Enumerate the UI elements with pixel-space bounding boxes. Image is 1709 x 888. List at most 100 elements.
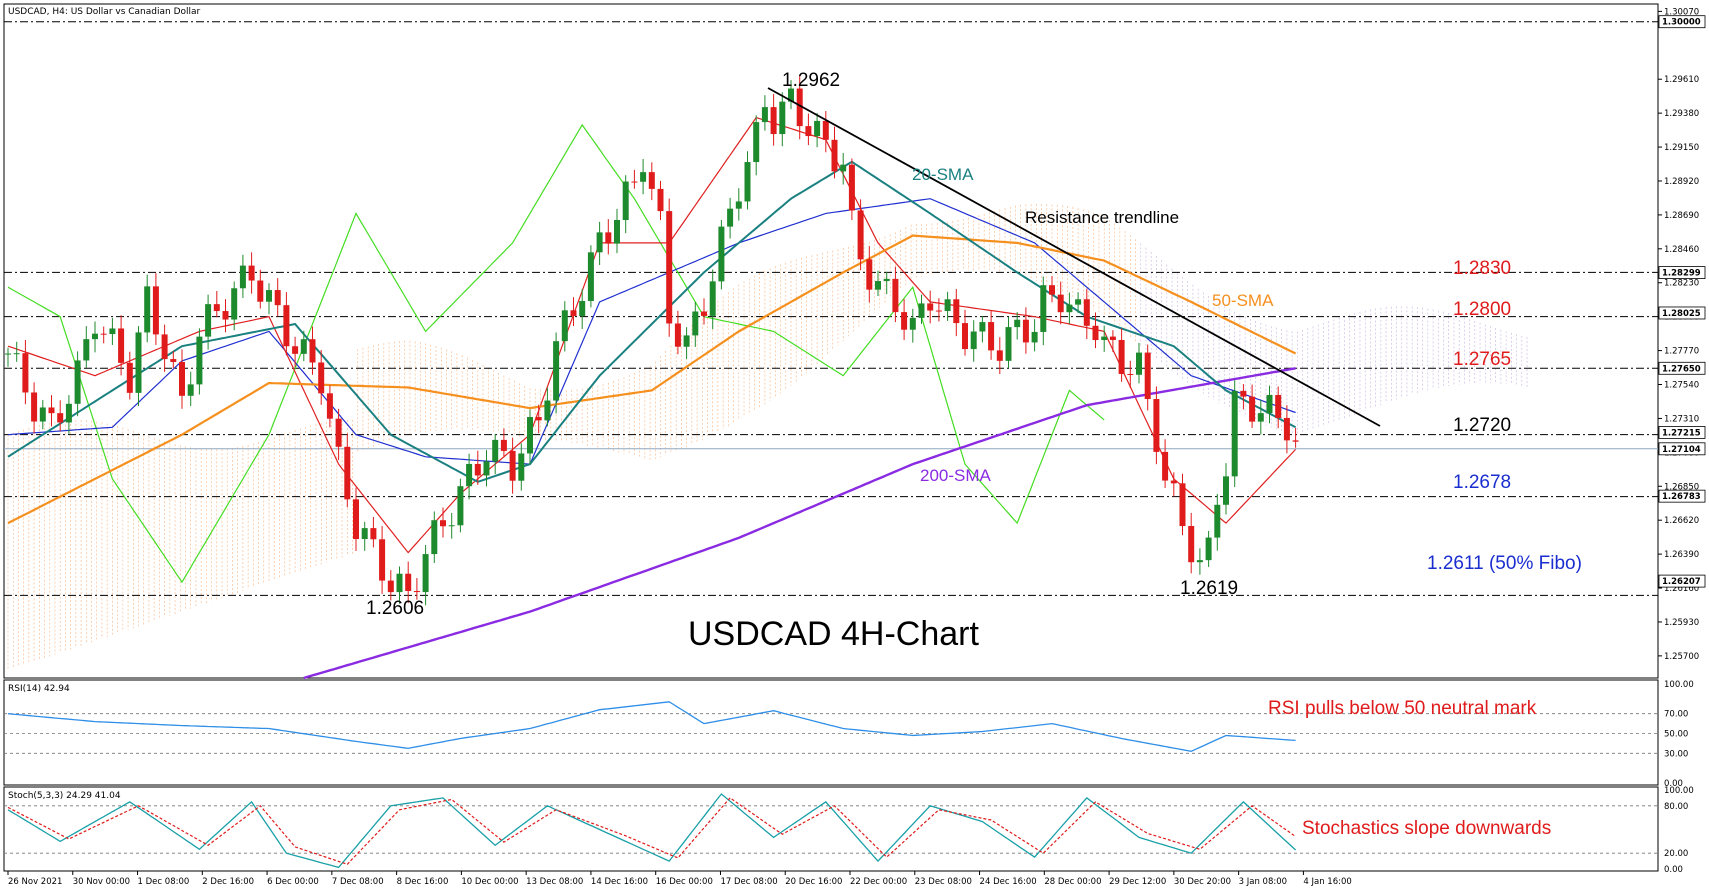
- candle-body: [483, 461, 490, 476]
- candle-body: [761, 107, 768, 123]
- candle-body: [561, 310, 568, 342]
- candle-body: [413, 590, 420, 593]
- candle-body: [1223, 476, 1229, 505]
- candle-body: [753, 122, 760, 163]
- sma200-line: [303, 367, 1296, 680]
- candle-body: [1040, 285, 1047, 332]
- candle-body: [840, 164, 847, 172]
- candle-body: [744, 162, 751, 202]
- tenkan-line: [7, 116, 1297, 554]
- candle-body: [109, 328, 116, 335]
- time-tick-label: 2 Dec 16:00: [202, 877, 254, 887]
- high-label: 1.2962: [782, 70, 840, 91]
- price-tick-label: 1.26850: [1664, 482, 1699, 492]
- stoch-header: Stoch(5,3,3) 24.29 41.04: [8, 791, 121, 801]
- level-1-2611-label: 1.2611 (50% Fibo): [1427, 553, 1582, 574]
- candle-body: [1092, 325, 1099, 341]
- price-box: [1658, 361, 1706, 375]
- candle-body: [683, 335, 690, 347]
- candle-body: [718, 226, 725, 282]
- candle-body: [205, 304, 212, 337]
- candle-body: [1144, 352, 1151, 400]
- candle-body: [1022, 319, 1029, 343]
- candle-body: [187, 384, 194, 396]
- candle-body: [657, 188, 664, 212]
- candle-body: [1136, 352, 1142, 375]
- candle-body: [335, 418, 342, 447]
- candle-body: [770, 107, 777, 135]
- candle-body: [196, 336, 203, 385]
- candle-body: [396, 573, 403, 593]
- candle-body: [631, 181, 638, 183]
- candle-body: [213, 304, 220, 312]
- time-tick-label: 28 Dec 00:00: [1044, 877, 1101, 887]
- candle-body: [944, 299, 951, 312]
- candle-body: [474, 463, 481, 476]
- candle-body: [1292, 440, 1299, 442]
- candle-body: [587, 252, 594, 302]
- candlesticks: [5, 75, 1299, 606]
- time-tick-label: 17 Dec 08:00: [720, 877, 777, 887]
- price-tick-label: 1.29380: [1664, 109, 1699, 119]
- candle-body: [222, 311, 229, 320]
- rsi-line: [7, 701, 1296, 752]
- time-tick-label: 6 Dec 00:00: [267, 877, 319, 887]
- price-box-label: 1.27104: [1662, 445, 1701, 455]
- candle-body: [796, 88, 803, 127]
- candle-body: [370, 528, 377, 540]
- candle-body: [448, 525, 455, 527]
- price-box: [1658, 574, 1706, 588]
- candle-body: [979, 322, 986, 332]
- level-1-2678-label: 1.2678: [1453, 472, 1511, 493]
- price-tick-label: 1.28920: [1664, 177, 1699, 187]
- time-tick-label: 3 Jan 08:00: [1239, 877, 1287, 887]
- price-tick-label: 1.27310: [1664, 414, 1699, 424]
- time-tick-label: 20 Dec 16:00: [785, 877, 842, 887]
- candle-body: [848, 164, 855, 211]
- candle-body: [22, 353, 29, 393]
- candle-body: [31, 392, 38, 422]
- candle-body: [535, 417, 542, 421]
- candle-body: [440, 520, 446, 527]
- price-box: [1658, 426, 1706, 439]
- candle-body: [48, 407, 55, 414]
- candle-body: [492, 439, 499, 462]
- time-tick-label: 26 Nov 2021: [8, 877, 62, 887]
- candle-body: [822, 120, 829, 140]
- price-axis: 1.30070 1.29610 1.29380 1.29150 1.28920 1.286…: [1658, 7, 1706, 662]
- candle-body: [274, 290, 281, 306]
- candle-body: [883, 278, 890, 282]
- time-tick-label: 16 Dec 00:00: [656, 877, 713, 887]
- price-box: [1658, 442, 1706, 456]
- level-1-2720-label: 1.2720: [1453, 415, 1511, 436]
- candle-body: [361, 528, 368, 540]
- rsi-header: RSI(14) 42.94: [8, 684, 70, 694]
- candle-body: [13, 353, 20, 355]
- candle-body: [596, 232, 603, 253]
- candle-body: [318, 362, 325, 394]
- price-box-label: 1.27650: [1662, 364, 1701, 374]
- candle-body: [283, 305, 290, 347]
- candle-body: [135, 332, 142, 393]
- price-box: [1658, 489, 1706, 503]
- sma20-label: 20-SMA: [912, 165, 974, 184]
- candle-body: [605, 232, 612, 244]
- candle-body: [622, 181, 629, 220]
- candle-body: [935, 310, 942, 312]
- candle-body: [614, 219, 620, 244]
- rsi-tick-label: 70.00: [1664, 710, 1688, 720]
- price-box-label: 1.28299: [1662, 269, 1701, 279]
- time-tick-label: 8 Dec 16:00: [397, 877, 449, 887]
- candle-body: [118, 328, 125, 363]
- candle-body: [1031, 331, 1038, 343]
- time-tick-label: 7 Dec 08:00: [332, 877, 384, 887]
- price-tick-label: 1.30070: [1664, 7, 1699, 17]
- stoch-tick-label: 80.00: [1664, 802, 1688, 812]
- sma50-line: [7, 234, 1297, 525]
- candle-body: [727, 208, 734, 227]
- candle-body: [1014, 319, 1021, 328]
- candle-body: [457, 486, 464, 526]
- candle-body: [344, 446, 351, 500]
- time-tick-label: 1 Dec 08:00: [138, 877, 190, 887]
